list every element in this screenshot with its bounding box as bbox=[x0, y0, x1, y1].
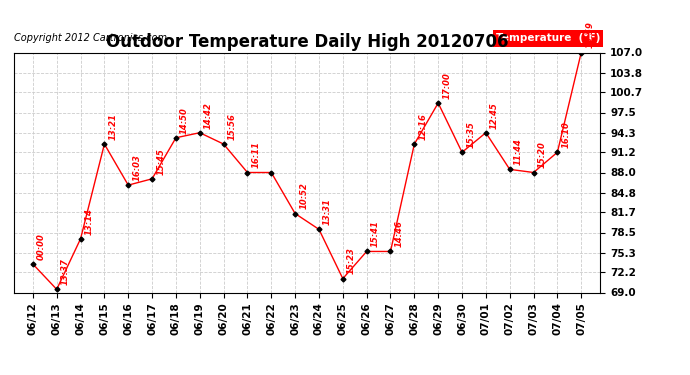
Text: 16:10: 16:10 bbox=[562, 121, 571, 148]
Text: 14:42: 14:42 bbox=[204, 102, 213, 129]
Text: 00:00: 00:00 bbox=[37, 233, 46, 260]
Text: 12:16: 12:16 bbox=[419, 113, 428, 140]
Text: 16:11: 16:11 bbox=[252, 141, 261, 168]
Text: 14:50: 14:50 bbox=[180, 107, 189, 134]
Text: 13:31: 13:31 bbox=[323, 198, 332, 225]
Text: 13:37: 13:37 bbox=[61, 258, 70, 285]
Text: 15:59: 15:59 bbox=[585, 21, 594, 48]
Text: 12:45: 12:45 bbox=[490, 102, 499, 129]
Text: 11:44: 11:44 bbox=[514, 138, 523, 165]
Text: 15:20: 15:20 bbox=[538, 141, 546, 168]
Text: 17:00: 17:00 bbox=[442, 72, 451, 99]
Text: 14:46: 14:46 bbox=[395, 220, 404, 247]
Text: 16:03: 16:03 bbox=[132, 154, 141, 181]
Text: 13:14: 13:14 bbox=[85, 208, 94, 235]
Text: 13:21: 13:21 bbox=[108, 113, 117, 140]
Text: 15:35: 15:35 bbox=[466, 121, 475, 148]
Text: 15:56: 15:56 bbox=[228, 113, 237, 140]
Text: 15:23: 15:23 bbox=[347, 248, 356, 274]
Text: 15:41: 15:41 bbox=[371, 220, 380, 247]
Text: 10:52: 10:52 bbox=[299, 183, 308, 209]
Text: Temperature  (°F): Temperature (°F) bbox=[496, 33, 600, 44]
Title: Outdoor Temperature Daily High 20120706: Outdoor Temperature Daily High 20120706 bbox=[106, 33, 509, 51]
Text: Copyright 2012 Cartronics.com: Copyright 2012 Cartronics.com bbox=[14, 33, 167, 43]
Text: 15:45: 15:45 bbox=[156, 148, 165, 175]
